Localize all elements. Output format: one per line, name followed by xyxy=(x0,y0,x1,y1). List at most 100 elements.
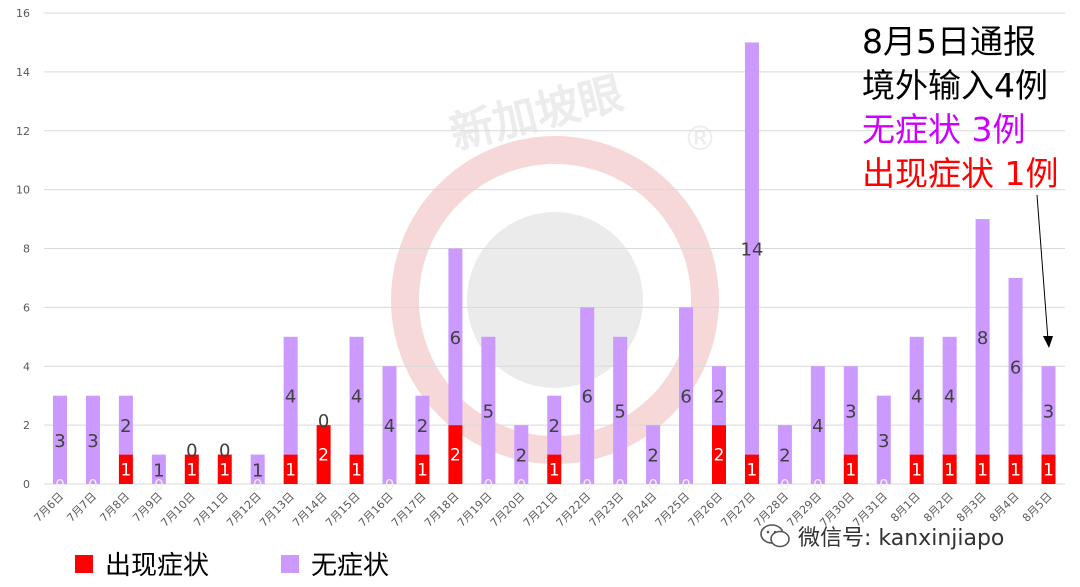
data-label-asymptomatic: 6 xyxy=(581,387,592,408)
bar-symptomatic xyxy=(547,454,562,484)
bar-asymptomatic xyxy=(118,395,133,455)
bar-asymptomatic xyxy=(481,336,496,484)
x-tick-label: 7月11日 xyxy=(191,490,231,530)
data-label-asymptomatic: 0 xyxy=(186,441,197,462)
data-label-asymptomatic: 4 xyxy=(384,416,395,437)
x-tick-label: 7月15日 xyxy=(323,490,363,530)
data-label-symptomatic: 1 xyxy=(911,460,922,480)
data-label-asymptomatic: 5 xyxy=(614,401,625,422)
data-label-asymptomatic: 2 xyxy=(516,446,527,467)
y-tick-label: 14 xyxy=(16,66,30,79)
annotation-text: 8月5日通报 境外输入4例 无症状 3例 出现症状 1例 xyxy=(862,20,1059,196)
data-label-symptomatic: 1 xyxy=(120,460,131,480)
data-label-asymptomatic: 2 xyxy=(779,446,790,467)
data-label-asymptomatic: 2 xyxy=(417,416,428,437)
legend-item-symptomatic: 出现症状 xyxy=(75,545,209,582)
legend-swatch-symptomatic xyxy=(75,554,93,573)
bar-symptomatic xyxy=(909,454,924,484)
annotation-line-3: 无症状 3例 xyxy=(862,110,1026,149)
x-tick-label: 7月7日 xyxy=(64,490,99,525)
x-tick-label: 7月14日 xyxy=(290,490,330,530)
data-label-symptomatic: 1 xyxy=(977,460,988,480)
data-label-asymptomatic: 3 xyxy=(87,431,98,452)
data-label-asymptomatic: 0 xyxy=(318,411,329,432)
bar-asymptomatic xyxy=(415,395,430,455)
x-tick-label: 7月21日 xyxy=(521,490,561,530)
bar-symptomatic xyxy=(975,454,990,484)
data-label-symptomatic: 1 xyxy=(1043,460,1054,480)
data-label-asymptomatic: 4 xyxy=(351,387,362,408)
legend-label-symptomatic: 出现症状 xyxy=(105,551,210,581)
bar-asymptomatic xyxy=(53,395,67,484)
y-axis-ticks: 0 2 4 6 8 10 12 14 16 xyxy=(16,7,30,491)
x-tick-label: 7月10日 xyxy=(158,490,198,530)
data-label-asymptomatic: 8 xyxy=(977,328,988,349)
data-label-symptomatic: 0 xyxy=(253,476,263,494)
data-label-asymptomatic: 3 xyxy=(54,431,65,452)
data-label-asymptomatic: 14 xyxy=(740,240,763,261)
data-label-symptomatic: 2 xyxy=(714,446,725,466)
bar-asymptomatic xyxy=(975,219,990,455)
data-label-asymptomatic: 5 xyxy=(483,401,494,422)
bar-symptomatic xyxy=(349,454,364,484)
data-label-symptomatic: 2 xyxy=(318,446,329,466)
data-label-asymptomatic: 2 xyxy=(647,446,658,467)
data-label-asymptomatic: 1 xyxy=(153,460,164,481)
bar-symptomatic xyxy=(712,425,726,484)
bar-asymptomatic xyxy=(1008,277,1023,455)
bar-asymptomatic xyxy=(942,336,957,455)
data-label-symptomatic: 0 xyxy=(681,476,691,494)
data-label-asymptomatic: 4 xyxy=(944,387,955,408)
y-tick-label: 8 xyxy=(23,243,30,256)
data-label-asymptomatic: 3 xyxy=(1043,401,1054,422)
bar-asymptomatic xyxy=(448,248,463,426)
x-tick-label: 7月12日 xyxy=(224,490,264,530)
data-label-symptomatic: 1 xyxy=(219,460,230,480)
annotation-arrow-line xyxy=(1036,194,1049,341)
x-tick-label: 7月19日 xyxy=(455,490,495,530)
bar-symptomatic xyxy=(843,454,858,484)
bar-symptomatic xyxy=(448,425,463,484)
x-tick-label: 7月6日 xyxy=(31,490,66,525)
data-label-asymptomatic: 6 xyxy=(1010,357,1021,378)
bar-asymptomatic xyxy=(744,42,759,455)
data-label-asymptomatic: 2 xyxy=(549,416,560,437)
bar-symptomatic xyxy=(184,454,199,484)
bar-asymptomatic xyxy=(349,336,364,455)
legend-swatch-asymptomatic xyxy=(281,554,300,573)
data-label-asymptomatic: 3 xyxy=(845,401,856,422)
y-tick-label: 12 xyxy=(16,125,30,138)
y-tick-label: 16 xyxy=(16,7,30,20)
data-label-asymptomatic: 1 xyxy=(252,460,263,481)
x-tick-label: 7月18日 xyxy=(422,490,462,530)
data-label-symptomatic: 0 xyxy=(484,476,494,494)
y-tick-label: 2 xyxy=(23,419,30,432)
bar-symptomatic xyxy=(942,454,957,484)
data-label-symptomatic: 1 xyxy=(944,460,955,480)
annotation-line-4: 出现症状 1例 xyxy=(862,154,1059,193)
annotation-line-1: 8月5日通报 xyxy=(862,22,1036,61)
bar-symptomatic xyxy=(217,454,232,484)
data-label-symptomatic: 1 xyxy=(845,460,856,480)
data-label-symptomatic: 0 xyxy=(154,476,164,494)
x-tick-label: 7月25日 xyxy=(653,490,693,530)
bar-asymptomatic xyxy=(613,336,628,484)
bar-asymptomatic xyxy=(777,425,792,484)
y-tick-label: 0 xyxy=(23,478,30,491)
data-label-symptomatic: 0 xyxy=(780,476,790,494)
bar-asymptomatic xyxy=(712,366,726,426)
data-label-symptomatic: 0 xyxy=(55,476,65,494)
y-tick-label: 10 xyxy=(16,184,30,197)
data-label-symptomatic: 0 xyxy=(813,476,823,494)
x-tick-label: 7月16日 xyxy=(356,490,396,530)
data-label-symptomatic: 1 xyxy=(351,460,362,480)
bar-asymptomatic xyxy=(250,454,265,484)
legend-label-asymptomatic: 无症状 xyxy=(311,551,390,581)
bar-asymptomatic xyxy=(646,425,661,484)
bar-asymptomatic xyxy=(580,307,595,484)
bar-symptomatic xyxy=(415,454,430,484)
data-label-asymptomatic: 3 xyxy=(878,431,889,452)
data-label-asymptomatic: 4 xyxy=(812,416,823,437)
